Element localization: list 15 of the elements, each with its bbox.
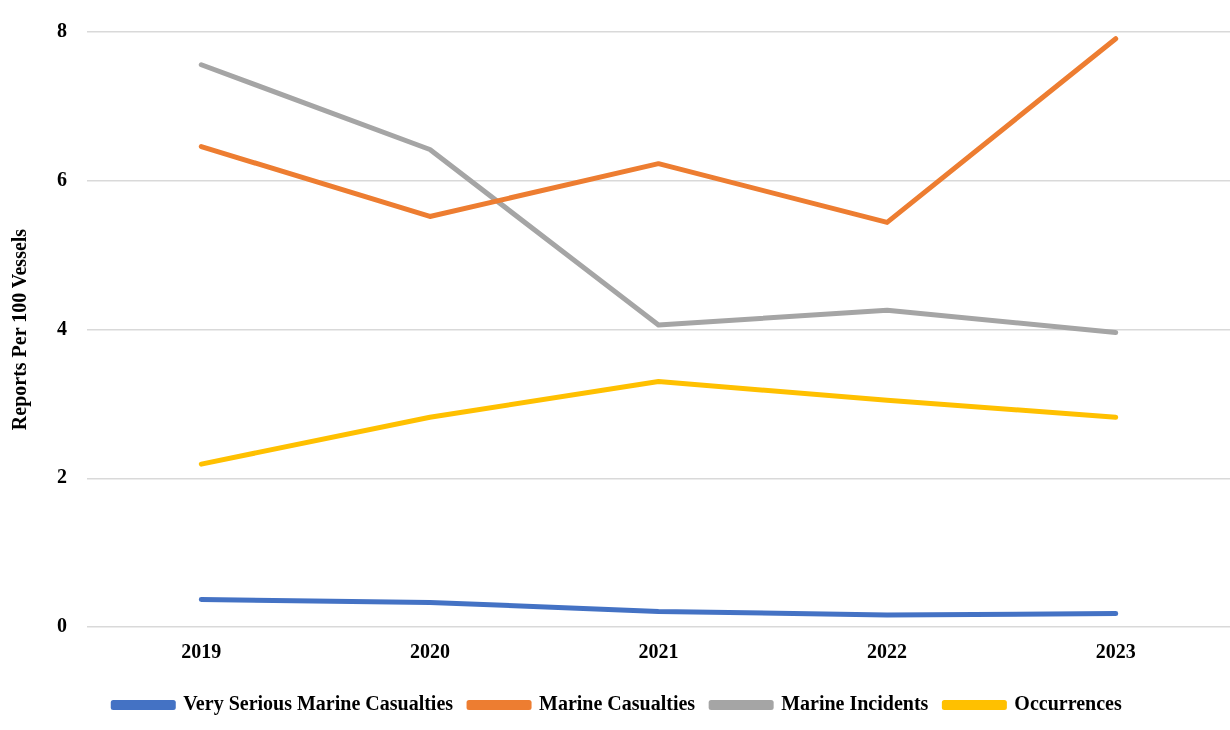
x-tick-label: 2020 <box>409 640 450 663</box>
y-tick-label: 0 <box>57 614 67 637</box>
legend-label: Occurrences <box>1014 692 1122 715</box>
x-tick-label: 2021 <box>638 640 679 663</box>
legend-label: Marine Incidents <box>781 692 929 715</box>
x-tick-label: 2023 <box>1095 640 1136 663</box>
y-tick-label: 4 <box>57 316 67 339</box>
y-tick-label: 8 <box>57 19 67 42</box>
y-tick-label: 2 <box>57 465 67 488</box>
legend-label: Very Serious Marine Casualties <box>183 692 454 716</box>
y-axis-title: Reports Per 100 Vessels <box>8 228 32 431</box>
legend-label: Marine Casualties <box>539 692 696 715</box>
y-tick-label: 6 <box>57 167 67 190</box>
x-tick-label: 2022 <box>867 640 908 663</box>
x-tick-label: 2019 <box>181 640 222 663</box>
